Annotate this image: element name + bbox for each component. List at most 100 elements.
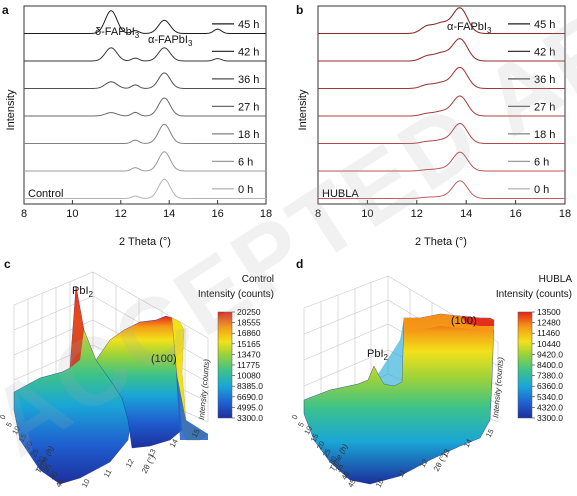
panel-c-surface <box>13 285 209 485</box>
fit-6h <box>318 151 565 172</box>
panel-d-title-1: HUBLA <box>539 274 573 285</box>
fit-36h <box>318 66 565 89</box>
trace-42h <box>318 38 565 62</box>
trace-36h <box>318 66 565 89</box>
panel-d-theta-ticks: 10 11 12 13 14 15 <box>374 427 496 489</box>
trace-42h <box>24 47 266 62</box>
panel-c-letter: c <box>4 257 11 271</box>
panel-a-frame <box>23 5 267 205</box>
panel-a-letter: a <box>2 3 9 17</box>
colorbar-tick-label: 11775 <box>237 360 260 370</box>
colorbar-tick-label: 12480 <box>537 318 561 328</box>
panel-d-pbi2-label: PbI2 <box>367 348 389 362</box>
axis-tick-label: 40 <box>48 470 60 482</box>
axis-tick-label: 15 <box>484 427 496 439</box>
legend-label-6h: 6 h <box>534 156 549 168</box>
panel-a-legend: 45 h 42 h 36 h 27 h 18 h 6 h 0 h <box>212 19 259 196</box>
panel-b-letter: b <box>296 3 303 17</box>
colorbar-tick-label: 5340.0 <box>537 392 563 402</box>
colorbar-tick-label: 3300.0 <box>237 413 263 423</box>
trace-36h <box>24 72 266 89</box>
panel-c-theta-ticks: 10 11 12 13 14 15 <box>80 427 202 489</box>
axis-tick-label: 14 <box>168 437 180 449</box>
panel-b-y-label: Intensity <box>297 89 309 130</box>
axis-tick-label: 25 <box>29 447 41 459</box>
panel-b: b 45 h 42 h 36 h 27 h 18 h 6 h 0 h 8 10 12 14 16 18… <box>296 3 571 248</box>
panel-d-z-label: Intensity (counts) <box>491 356 505 418</box>
panel-d-colorbar-ticks: 135001248011460104409420.08400.07380.063… <box>532 307 563 423</box>
trace-45h <box>318 7 565 34</box>
x-tick-label: 10 <box>66 208 78 220</box>
colorbar-tick-label: 11460 <box>537 328 560 338</box>
panel-b-x-ticks: 8 10 12 14 16 18 <box>315 200 571 220</box>
panel-a-y-label: Intensity <box>5 89 17 130</box>
colorbar-tick-label: 7380.0 <box>537 371 563 381</box>
panel-d-surface <box>303 313 495 485</box>
legend-label-36h: 36 h <box>238 74 259 86</box>
axis-tick-label: 15 <box>190 427 202 439</box>
colorbar-tick-label: 10080 <box>237 371 261 381</box>
colorbar-tick-label: 13500 <box>537 307 561 317</box>
axis-tick-label: 35 <box>41 462 53 474</box>
x-tick-label: 8 <box>315 208 321 220</box>
fit-0h <box>318 180 565 199</box>
axis-tick-label: 10 <box>302 424 314 436</box>
axis-tick-label: 11 <box>396 468 408 479</box>
colorbar-tick-label: 6360.0 <box>537 381 563 391</box>
legend-label-27h: 27 h <box>534 101 555 113</box>
legend-label-18h: 18 h <box>238 129 259 141</box>
axis-tick-label: 35 <box>333 462 345 474</box>
legend-label-18h: 18 h <box>534 129 555 141</box>
panel-c-pbi2-label: PbI2 <box>72 285 94 299</box>
colorbar-tick-label: 16860 <box>237 328 261 338</box>
colorbar-tick-label: 18555 <box>237 318 261 328</box>
panel-c-title-2: Intensity (counts) <box>198 289 274 300</box>
fit-42h <box>318 38 565 62</box>
axis-tick-label: 25 <box>321 447 333 459</box>
axis-tick-label: 45 <box>346 477 358 489</box>
panel-b-traces <box>318 7 565 199</box>
axis-tick-label: 5 <box>4 421 14 429</box>
trace-6h <box>24 151 266 172</box>
panel-a-traces <box>24 10 266 199</box>
panel-d-letter: d <box>296 257 303 271</box>
x-tick-label: 18 <box>559 208 571 220</box>
legend-label-42h: 42 h <box>534 46 555 58</box>
panel-d-100-label: (100) <box>451 315 477 327</box>
panel-a: a 45 h 42 h 36 h 27 h 18 h 6 h 0 h 8 10 12 14 16 18… <box>2 3 272 248</box>
panel-c-colorbar <box>217 311 233 419</box>
legend-label-0h: 0 h <box>238 184 253 196</box>
axis-tick-label: 0 <box>290 413 300 421</box>
axis-tick-label: 13 <box>146 447 158 459</box>
axis-tick-label: 12 <box>418 457 430 469</box>
x-tick-label: 16 <box>211 208 223 220</box>
legend-label-27h: 27 h <box>238 101 259 113</box>
panel-a-x-ticks: 8 10 12 14 16 18 <box>21 200 272 220</box>
colorbar-tick-label: 4995.0 <box>237 402 263 412</box>
colorbar-tick-label: 9420.0 <box>537 349 563 359</box>
panel-c-100-label: (100) <box>151 353 177 365</box>
legend-label-0h: 0 h <box>534 184 549 196</box>
axis-tick-label: 15 <box>309 432 321 444</box>
x-tick-label: 12 <box>115 208 127 220</box>
axis-tick-label: 30 <box>327 455 339 467</box>
panel-b-frame <box>317 5 566 205</box>
x-tick-label: 8 <box>21 208 27 220</box>
x-tick-label: 10 <box>361 208 373 220</box>
panel-b-alpha-label: α-FAPbI3 <box>447 21 492 35</box>
legend-label-6h: 6 h <box>238 156 253 168</box>
legend-label-45h: 45 h <box>534 19 555 31</box>
legend-label-42h: 42 h <box>238 46 259 58</box>
axis-tick-label: 13 <box>440 447 452 459</box>
trace-45h <box>24 10 266 34</box>
trace-0h <box>24 178 266 199</box>
panel-c-colorbar-ticks: 202501855516860151651347011775100808385.… <box>232 307 263 423</box>
axis-tick-label: 12 <box>124 457 136 469</box>
colorbar-tick-label: 15165 <box>237 339 261 349</box>
